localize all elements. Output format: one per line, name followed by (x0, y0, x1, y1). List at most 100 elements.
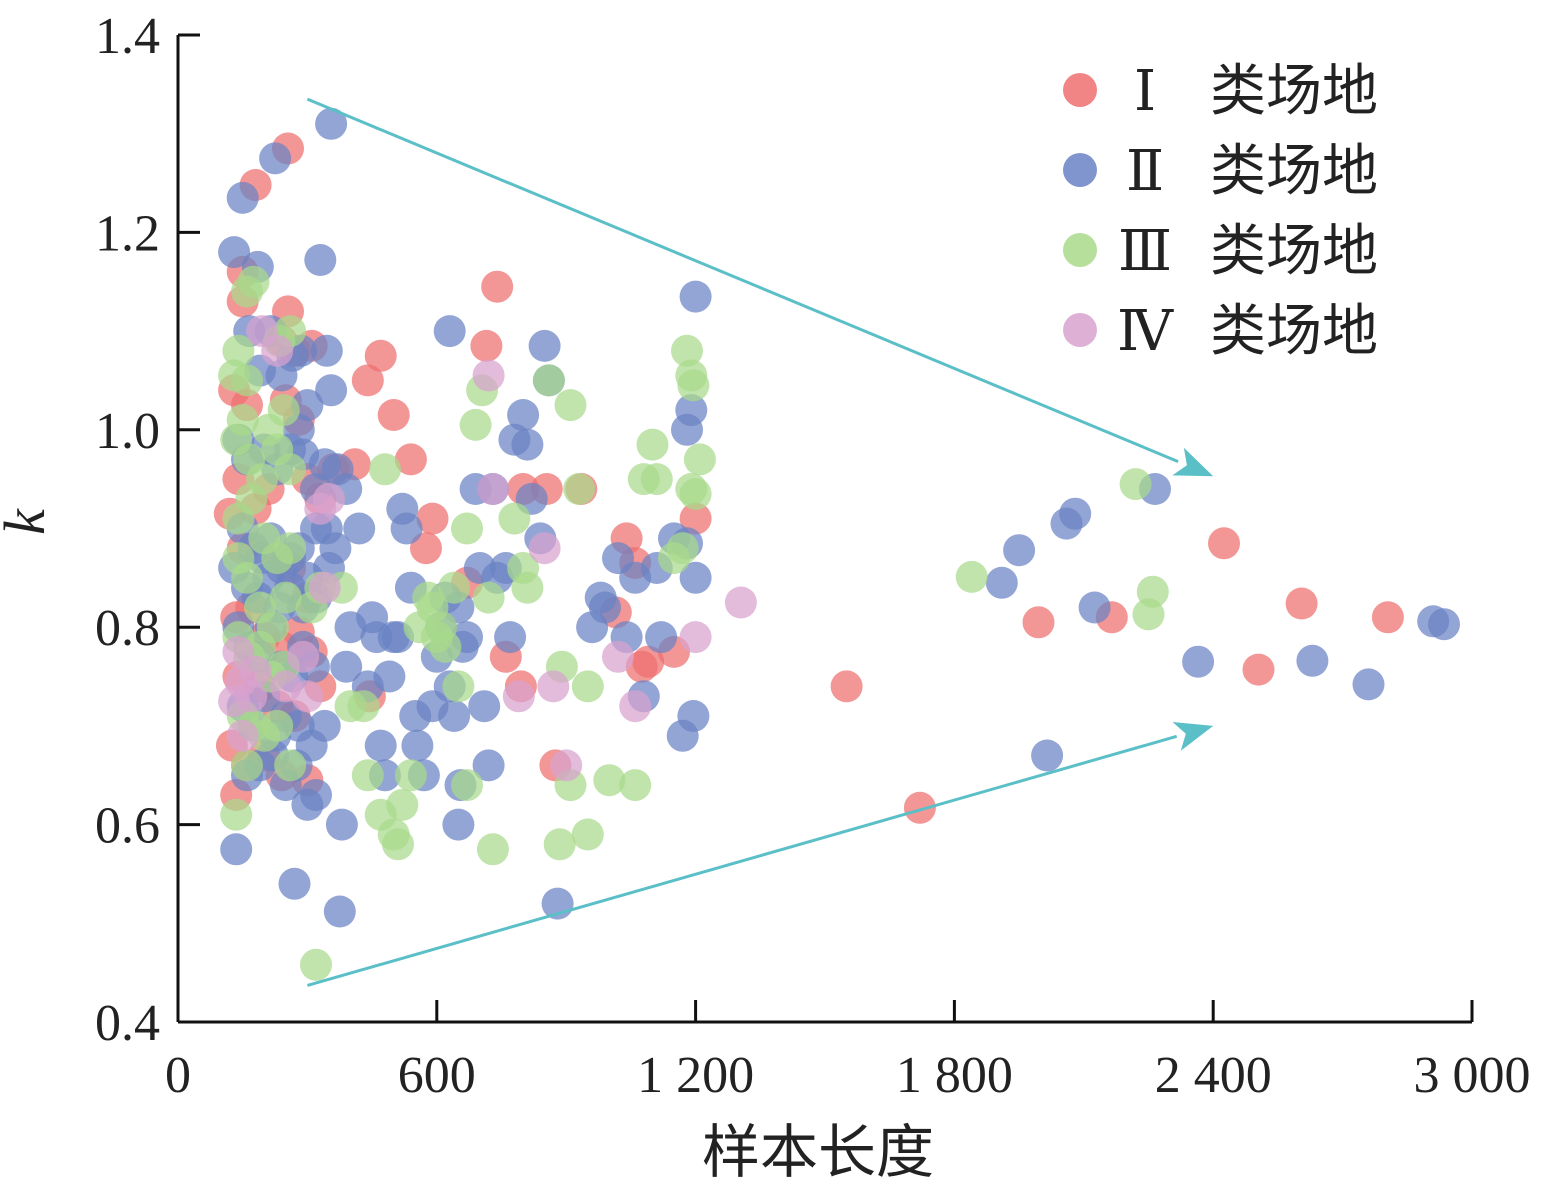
data-point (675, 473, 708, 505)
data-point (679, 502, 712, 535)
annotation-layer (306, 97, 1214, 987)
data-point (401, 729, 434, 762)
data-point (550, 749, 583, 782)
data-point (310, 334, 343, 367)
data-point (571, 818, 604, 851)
data-point (481, 270, 514, 303)
data-point (636, 428, 669, 461)
data-point (589, 591, 621, 624)
legend-numeral: Ⅲ (1118, 221, 1172, 283)
data-point (1031, 739, 1064, 772)
data-point (476, 473, 509, 505)
trend-arrow-2 (306, 721, 1214, 987)
data-point (645, 621, 678, 654)
series-4 (218, 315, 757, 782)
data-point (543, 828, 576, 861)
data-point (231, 364, 263, 397)
data-point (429, 630, 462, 663)
data-point (679, 561, 712, 594)
data-point (364, 798, 397, 831)
data-point (1078, 591, 1111, 624)
data-point (619, 690, 652, 723)
x-tick-label: 600 (398, 1047, 476, 1104)
data-point (377, 399, 410, 431)
data-point (619, 769, 652, 802)
data-point (955, 560, 988, 593)
axes: 0.4 0.6 0.8 1.0 1.2 1.4 0 600 1 200 1 800 2 400 3 0… (95, 8, 1531, 1104)
data-point (511, 571, 544, 604)
y-axis-title: k (0, 508, 57, 535)
data-point (677, 700, 710, 732)
data-point (222, 334, 255, 367)
legend-label: 类场地 (1210, 59, 1378, 124)
data-point (675, 394, 708, 427)
data-point (323, 895, 356, 928)
data-point (1003, 534, 1036, 567)
legend-label: 类场地 (1210, 219, 1378, 284)
legend-entry: Ⅰ 类场地 (1063, 59, 1378, 124)
data-point (985, 566, 1018, 599)
data-point (438, 571, 471, 604)
data-point (261, 709, 294, 742)
data-point (274, 749, 307, 782)
x-axis-title: 样本长度 (702, 1118, 934, 1186)
data-point (1059, 497, 1092, 530)
data-point (343, 512, 376, 545)
data-point (593, 764, 626, 797)
data-point (231, 749, 263, 782)
y-tick-label: 1.2 (95, 205, 160, 262)
legend-label: 类场地 (1210, 139, 1378, 204)
data-point (679, 280, 712, 313)
x-tick-label: 3 000 (1414, 1047, 1531, 1104)
data-point (1242, 653, 1275, 686)
data-point (347, 690, 380, 723)
data-point (498, 502, 531, 535)
data-point (640, 463, 673, 496)
data-point (394, 443, 427, 476)
y-tick-label: 0.8 (95, 600, 160, 657)
data-point (1352, 668, 1385, 701)
data-point (351, 759, 384, 792)
data-point (1296, 644, 1329, 677)
data-point (291, 680, 324, 713)
data-point (410, 532, 442, 565)
data-point (571, 670, 604, 703)
data-point (451, 769, 483, 802)
x-tick-label: 1 200 (637, 1047, 754, 1104)
data-point (494, 621, 527, 654)
data-point (382, 828, 414, 861)
data-point (373, 660, 406, 693)
data-point (451, 512, 483, 545)
y-tick-label: 1.4 (95, 8, 160, 65)
data-point (1182, 645, 1215, 678)
data-point (394, 759, 427, 792)
data-point (220, 833, 253, 866)
legend-entry: Ⅲ 类场地 (1063, 219, 1378, 284)
data-point (1371, 601, 1404, 634)
data-point (563, 473, 596, 505)
data-point (1285, 587, 1318, 620)
data-point (304, 244, 337, 276)
data-point (528, 532, 561, 565)
legend-numeral: Ⅱ (1126, 141, 1164, 203)
data-point (532, 364, 565, 397)
data-point (308, 571, 341, 604)
legend-numeral: Ⅰ (1134, 61, 1156, 123)
data-point (1119, 468, 1152, 501)
legend-entry: Ⅳ 类场地 (1063, 299, 1378, 364)
data-point (239, 655, 272, 688)
data-point (1022, 606, 1055, 639)
data-point (351, 364, 384, 397)
data-point (390, 512, 423, 545)
data-point (677, 369, 710, 402)
data-point (300, 948, 332, 981)
data-point (226, 181, 259, 214)
data-point (330, 650, 363, 683)
data-point (459, 408, 492, 441)
legend-marker (1063, 153, 1097, 187)
data-point (671, 334, 703, 367)
arrow-shaft (306, 734, 1178, 987)
data-point (679, 621, 712, 654)
legend-numeral: Ⅳ (1117, 301, 1174, 363)
